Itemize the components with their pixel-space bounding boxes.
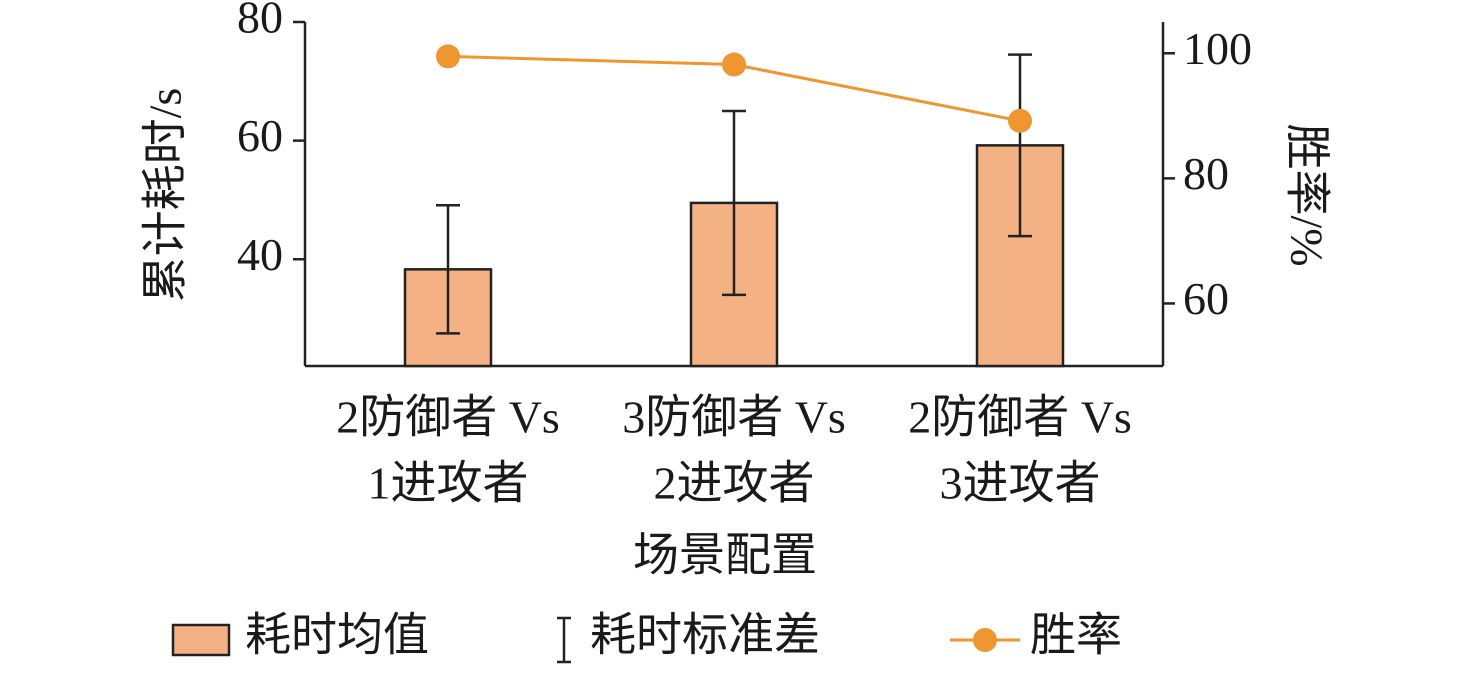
y-tick-label: 60 (237, 110, 283, 161)
y-tick-label: 40 (237, 229, 283, 280)
legend-swatch (171, 623, 231, 657)
x-tick-label: 2防御者 Vs (908, 392, 1132, 443)
point (436, 44, 460, 69)
legend-error-symbol (557, 616, 571, 664)
x-tick-label: 2进攻者 (654, 458, 815, 509)
y2-tick-label: 100 (1183, 23, 1252, 74)
legend-label: 胜率 (1030, 610, 1122, 661)
x-tick-label: 3进攻者 (940, 458, 1101, 509)
y-axis-title: 累计耗时/s (140, 88, 191, 303)
legend-marker (973, 628, 997, 652)
x-tick-label: 3防御者 Vs (622, 392, 846, 443)
y-tick-label: 80 (237, 0, 283, 43)
y2-tick-label: 80 (1183, 148, 1229, 199)
point (1008, 108, 1032, 133)
point (722, 52, 746, 77)
error-bar (722, 109, 746, 297)
error-bar (1008, 53, 1032, 238)
y2-tick-label: 60 (1183, 273, 1229, 324)
legend-label: 耗时均值 (245, 610, 429, 661)
legend-label: 耗时标准差 (590, 610, 820, 661)
x-tick-label: 1进攻者 (368, 458, 529, 509)
error-bar (436, 204, 460, 335)
x-tick-label: 2防御者 Vs (336, 392, 560, 443)
x-axis-title: 场景配置 (633, 530, 817, 581)
y2-axis-title: 胜率/% (1281, 123, 1332, 266)
